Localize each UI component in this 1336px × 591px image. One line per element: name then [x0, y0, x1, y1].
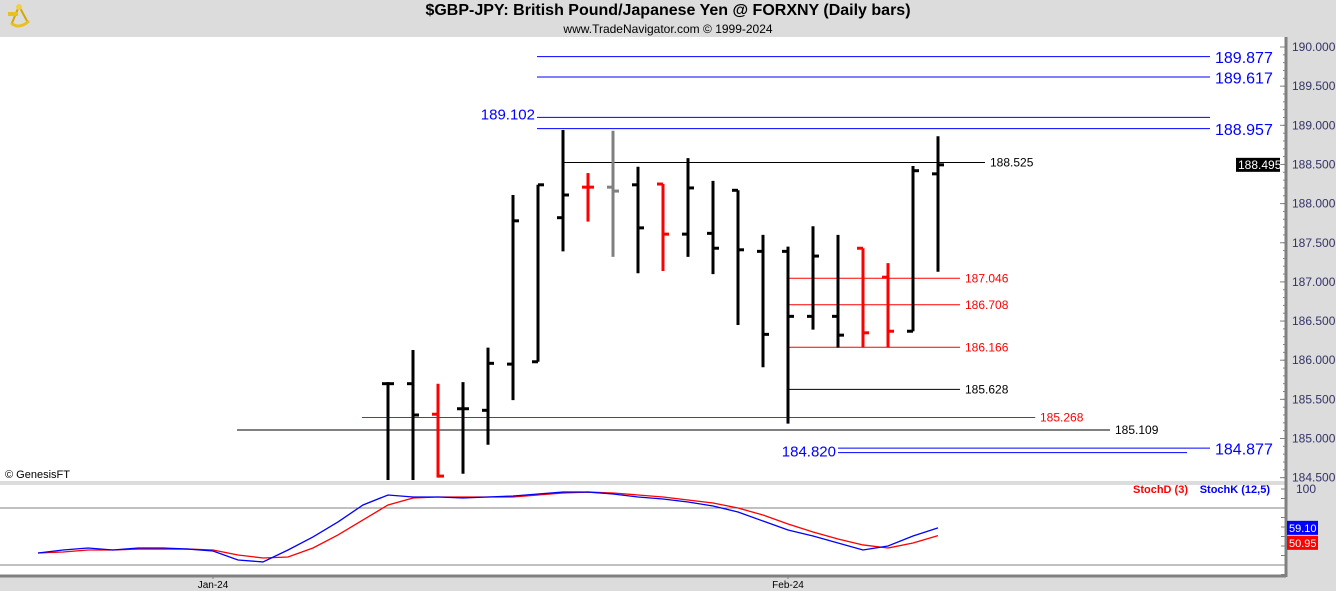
y-tick-label: 190.000 [1292, 40, 1336, 54]
ohlc-bar [782, 246, 794, 424]
x-tick-label: Jan-24 [198, 580, 229, 591]
y-tick-label: 186.500 [1292, 314, 1336, 328]
level-label: 189.617 [1215, 70, 1273, 87]
y-tick-label: 187.000 [1292, 275, 1336, 289]
y-tick-label: 188.500 [1292, 157, 1336, 171]
ohlc-bar [532, 183, 544, 364]
last-price-box [1236, 157, 1280, 172]
ohlc-bar [857, 246, 869, 348]
ohlc-bar [657, 182, 669, 271]
ohlc-bar [707, 180, 719, 275]
level-label: 185.268 [1040, 411, 1084, 425]
ohlc-bar [382, 382, 394, 480]
ohlc-bar [732, 188, 744, 325]
ohlc-bar [582, 173, 594, 222]
ohlc-bar [757, 234, 769, 368]
level-label: 189.877 [1215, 50, 1273, 67]
y-tick-label: 187.500 [1292, 236, 1336, 250]
ohlc-bar [557, 129, 569, 252]
watermark: © GenesisFT [5, 469, 70, 481]
level-label: 186.708 [965, 298, 1009, 312]
stoch-last-label: 50.95 [1289, 538, 1317, 550]
y-tick-label: 189.500 [1292, 79, 1336, 93]
ohlc-bar [907, 166, 919, 333]
level-label: 189.102 [481, 106, 535, 123]
stochk-legend: StochK (12,5) [1200, 484, 1271, 496]
stoch-last-label: 59.10 [1289, 523, 1317, 535]
stoch-y-tick-label: 100 [1296, 482, 1316, 496]
ohlc-bar [632, 166, 644, 274]
level-label: 184.820 [782, 444, 836, 461]
chart-subtitle: www.TradeNavigator.com © 1999-2024 [563, 22, 773, 36]
y-tick-label: 189.000 [1292, 118, 1336, 132]
stoch-last-box [1287, 535, 1318, 550]
level-label: 187.046 [965, 271, 1009, 285]
y-tick-label: 188.000 [1292, 197, 1336, 211]
ohlc-bar [507, 194, 519, 401]
stochk-line [37, 491, 939, 563]
ohlc-bar [607, 130, 619, 257]
level-label: 186.166 [965, 340, 1009, 354]
level-label: 185.628 [965, 383, 1009, 397]
y-tick-label: 185.000 [1292, 432, 1336, 446]
level-label: 188.525 [990, 156, 1034, 170]
level-label: 184.877 [1215, 441, 1273, 458]
ohlc-bar [482, 347, 494, 445]
sextant-icon [4, 2, 34, 37]
last-price-label: 188.495 [1238, 158, 1282, 172]
ohlc-bar [457, 382, 469, 474]
stochd-legend: StochD (3) [1133, 484, 1188, 496]
x-tick-label: Feb-24 [772, 580, 804, 591]
ohlc-bar [807, 226, 819, 330]
ohlc-bar [407, 350, 419, 480]
ohlc-bar [932, 136, 944, 272]
ohlc-bar [682, 158, 694, 257]
chart-title: $GBP-JPY: British Pound/Japanese Yen @ F… [425, 2, 911, 19]
ohlc-bar [432, 383, 444, 478]
y-tick-label: 185.500 [1292, 392, 1336, 406]
stoch-last-box [1287, 520, 1318, 535]
level-label: 185.109 [1115, 423, 1159, 437]
ohlc-bar [832, 234, 844, 348]
ohlc-bar [882, 263, 894, 348]
stochastic-panel [0, 485, 1285, 575]
y-tick-label: 186.000 [1292, 353, 1336, 367]
level-label: 188.957 [1215, 122, 1273, 139]
price-panel [0, 37, 1285, 481]
y-tick-label: 184.500 [1292, 471, 1336, 485]
